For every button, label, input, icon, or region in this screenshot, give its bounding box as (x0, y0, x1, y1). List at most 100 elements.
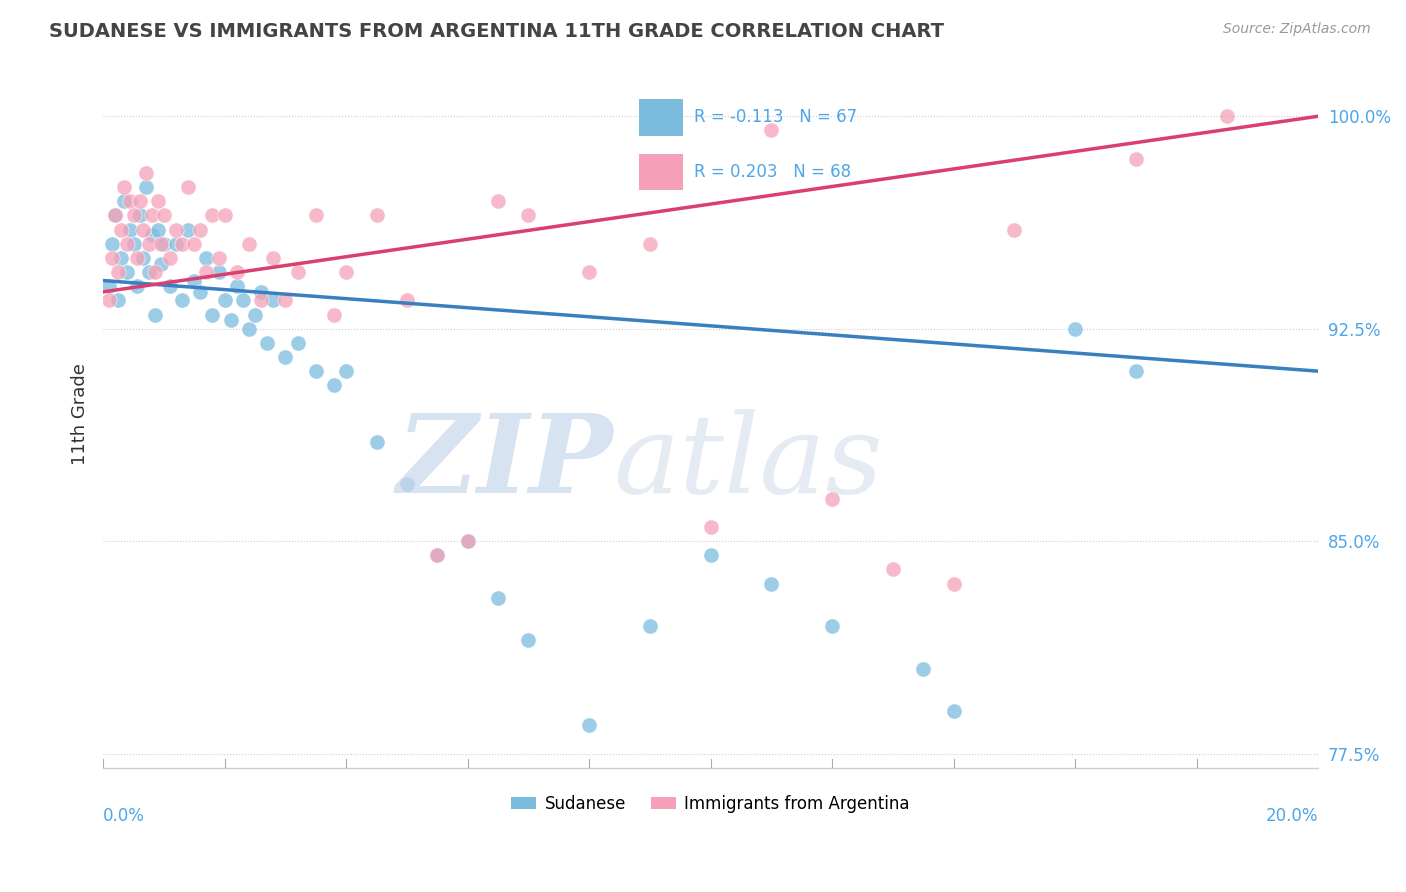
Point (238, 236, 260, 251)
Point (1064, 321, 1087, 335)
Point (305, 364, 328, 378)
Point (143, 308, 166, 322)
Point (141, 208, 163, 222)
Point (112, 194, 135, 209)
Point (104, 208, 127, 222)
Point (138, 265, 160, 279)
Point (183, 273, 205, 287)
Point (110, 251, 132, 265)
Point (578, 265, 600, 279)
Text: Source: ZipAtlas.com: Source: ZipAtlas.com (1223, 22, 1371, 37)
Point (146, 194, 169, 209)
Point (256, 335, 278, 350)
Point (761, 123, 783, 137)
Point (128, 208, 150, 222)
Point (125, 279, 148, 293)
Point (638, 619, 661, 633)
Point (395, 293, 418, 308)
Point (426, 549, 449, 563)
Point (107, 293, 129, 308)
Point (128, 194, 150, 209)
Point (104, 208, 127, 222)
Text: 0.0%: 0.0% (103, 806, 145, 824)
Point (225, 265, 247, 279)
Point (195, 251, 218, 265)
Point (110, 222, 132, 236)
Point (287, 335, 309, 350)
Point (821, 619, 844, 633)
Point (250, 293, 273, 308)
Point (486, 591, 509, 605)
Point (426, 549, 449, 563)
Point (457, 534, 479, 549)
Point (942, 576, 965, 591)
Point (207, 251, 229, 265)
Point (141, 228, 163, 243)
Point (122, 208, 145, 222)
Point (578, 718, 600, 732)
Point (517, 208, 540, 222)
Point (135, 166, 157, 180)
Point (912, 662, 935, 676)
Text: 20.0%: 20.0% (1265, 806, 1319, 824)
Point (177, 222, 200, 236)
Point (1125, 364, 1147, 378)
Point (305, 208, 328, 222)
Point (323, 378, 346, 392)
Y-axis label: 11th Grade: 11th Grade (72, 363, 89, 465)
Point (395, 477, 418, 491)
Point (112, 180, 135, 194)
Point (225, 279, 247, 293)
Text: atlas: atlas (613, 409, 883, 517)
Point (486, 194, 509, 209)
Point (201, 208, 224, 222)
Point (159, 251, 181, 265)
Point (101, 236, 124, 251)
Point (761, 576, 783, 591)
Point (172, 293, 194, 308)
Point (143, 265, 166, 279)
Point (214, 208, 236, 222)
Point (238, 321, 260, 335)
Point (1216, 109, 1239, 123)
Point (165, 236, 187, 251)
Point (122, 236, 145, 251)
Point (165, 222, 187, 236)
Point (882, 562, 904, 576)
Point (149, 236, 172, 251)
Point (366, 434, 388, 449)
Legend: Sudanese, Immigrants from Argentina: Sudanese, Immigrants from Argentina (505, 789, 917, 820)
Point (1004, 222, 1026, 236)
Point (201, 308, 224, 322)
Point (638, 236, 661, 251)
Point (188, 222, 211, 236)
Point (120, 222, 142, 236)
Point (243, 308, 266, 322)
Point (183, 236, 205, 251)
Point (262, 293, 284, 308)
Point (172, 236, 194, 251)
Point (366, 208, 388, 222)
Point (207, 265, 229, 279)
Point (138, 236, 160, 251)
Point (262, 251, 284, 265)
Point (274, 293, 297, 308)
Point (699, 549, 721, 563)
Point (821, 491, 844, 506)
Point (101, 251, 124, 265)
Point (153, 236, 176, 251)
Point (125, 251, 148, 265)
Point (153, 208, 176, 222)
Point (107, 265, 129, 279)
Point (214, 293, 236, 308)
Point (188, 285, 211, 299)
Point (335, 364, 357, 378)
Point (323, 308, 346, 322)
Point (177, 180, 200, 194)
Point (699, 520, 721, 534)
Point (135, 180, 157, 194)
Point (274, 350, 297, 364)
Point (117, 236, 139, 251)
Point (219, 313, 242, 327)
Point (120, 194, 142, 209)
